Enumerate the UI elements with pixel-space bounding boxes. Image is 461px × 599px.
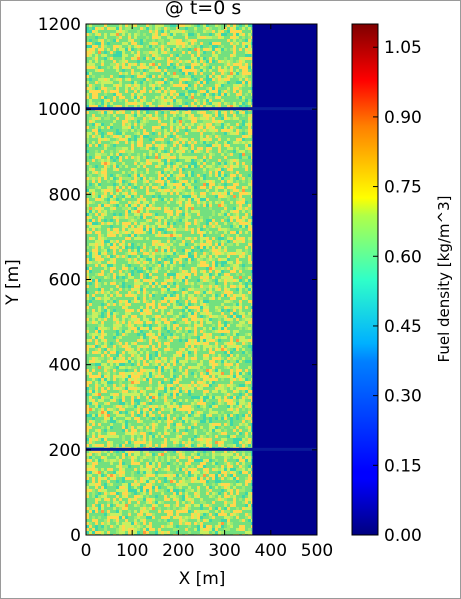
fuel-break-line bbox=[86, 447, 317, 451]
x-tick-label: 0 bbox=[81, 541, 92, 561]
x-tick-label: 100 bbox=[116, 541, 148, 561]
chart-title: @ t=0 s bbox=[165, 0, 241, 19]
y-axis-label: Y [m] bbox=[3, 259, 23, 306]
y-tick-label: 800 bbox=[49, 185, 81, 205]
y-axis-ticks: 0 200 400 600 800 1000 1200 bbox=[38, 15, 317, 546]
x-axis-label: X [m] bbox=[179, 569, 226, 589]
colorbar-tick-label: 0.15 bbox=[384, 456, 422, 476]
y-tick-label: 200 bbox=[49, 441, 81, 461]
y-tick-label: 1200 bbox=[38, 15, 81, 35]
empty-region bbox=[252, 24, 317, 535]
x-tick-label: 300 bbox=[208, 541, 240, 561]
colorbar bbox=[351, 23, 379, 536]
x-axis-ticks: 0 100 200 300 400 500 bbox=[81, 24, 333, 561]
x-tick-label: 200 bbox=[162, 541, 194, 561]
y-tick-label: 600 bbox=[49, 271, 81, 291]
colorbar-tick-label: 0.30 bbox=[384, 387, 422, 407]
colorbar-tick-label: 0.60 bbox=[384, 247, 422, 267]
y-tick-label: 0 bbox=[70, 526, 81, 546]
y-tick-label: 400 bbox=[49, 356, 81, 376]
y-tick-label: 1000 bbox=[38, 100, 81, 120]
fuel-break-line bbox=[86, 107, 317, 111]
colorbar-ticks: 0.00 0.15 0.30 0.45 0.60 0.75 0.90 1.05 bbox=[373, 38, 422, 546]
colorbar-label: Fuel density [kg/m^3] bbox=[435, 196, 453, 363]
heatmap-plot-area bbox=[86, 24, 317, 535]
colorbar-tick-label: 0.75 bbox=[384, 178, 422, 198]
x-tick-label: 500 bbox=[301, 541, 333, 561]
x-tick-label: 400 bbox=[255, 541, 287, 561]
fuel-noise bbox=[86, 24, 254, 535]
colorbar-tick-label: 0.45 bbox=[384, 317, 422, 337]
colorbar-tick-label: 0.00 bbox=[384, 526, 422, 546]
colorbar-tick-label: 0.90 bbox=[384, 108, 422, 128]
colorbar-tick-label: 1.05 bbox=[384, 38, 422, 58]
